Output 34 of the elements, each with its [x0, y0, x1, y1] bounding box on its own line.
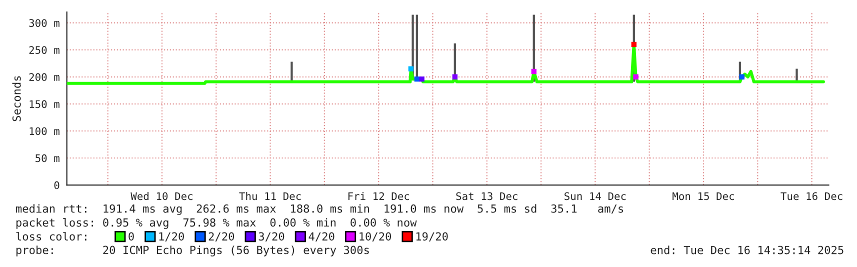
point	[531, 68, 536, 74]
point	[633, 74, 638, 80]
y-tick-label: 300 m	[29, 19, 60, 27]
legend-label: 10/20	[360, 232, 392, 242]
text: packet loss: 0.95 % avg 75.98 % max 0.00 % min 0.00 % now	[16, 218, 417, 229]
legend-label: 19/20	[416, 232, 448, 242]
y-tick-label: 50 m	[36, 154, 60, 162]
x-tick-label: Mon 15 Dec	[672, 192, 734, 200]
x-tick-label: Fri 12 Dec	[348, 192, 410, 200]
text: median rtt: 191.4 ms avg 262.6 ms max 188.0 ms min 191.0 ms now 5.5 ms sd 35.1 am/s	[16, 204, 624, 216]
x-tick-label: Thu 11 Dec	[239, 192, 301, 200]
legend-title: loss color:	[16, 232, 86, 241]
y-tick-label: 100 m	[30, 127, 60, 136]
point	[408, 66, 414, 72]
legend-label: 1/20	[159, 232, 184, 242]
legend-label: 3/20	[258, 232, 284, 242]
legend-label: 4/20	[308, 232, 334, 242]
y-tick-label: 150 m	[30, 100, 60, 108]
point	[739, 74, 744, 80]
x-tick-label: Sun 14 Dec	[564, 192, 626, 200]
y-axis-title: Seconds	[12, 76, 21, 122]
x-tick-label: Tue 16 Dec	[780, 192, 842, 200]
point	[419, 76, 424, 82]
y-tick-label: 200 m	[29, 73, 60, 82]
y-tick-label: 0	[54, 181, 60, 190]
text: end: Tue Dec 16 14:35:14 2025	[650, 246, 844, 254]
text: probe: 20 ICMP Echo Pings (56 Bytes) every 300s	[16, 246, 369, 256]
x-tick-label: Sat 13 Dec	[456, 192, 518, 200]
x-tick-label: Wed 10 Dec	[130, 192, 192, 200]
legend-label: 2/20	[208, 232, 234, 242]
y-tick-label: 250 m	[29, 46, 60, 54]
legend-label: 0	[128, 232, 134, 241]
point	[631, 42, 637, 48]
point	[452, 74, 458, 80]
